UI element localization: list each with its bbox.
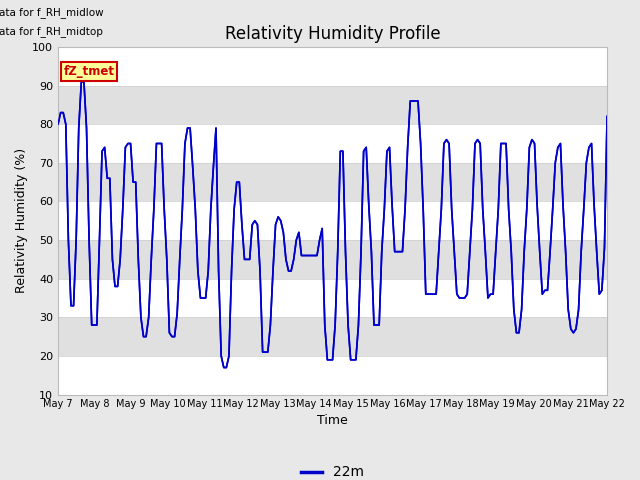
- Bar: [58, 356, 607, 395]
- Bar: [58, 202, 607, 240]
- Text: fZ_tmet: fZ_tmet: [63, 65, 115, 78]
- Text: No data for f_RH_midlow: No data for f_RH_midlow: [0, 7, 104, 18]
- Text: No data for f_RH_midtop: No data for f_RH_midtop: [0, 26, 102, 37]
- Bar: [58, 163, 607, 202]
- Y-axis label: Relativity Humidity (%): Relativity Humidity (%): [15, 148, 28, 293]
- Bar: [58, 317, 607, 356]
- Bar: [58, 279, 607, 317]
- Bar: [58, 47, 607, 85]
- X-axis label: Time: Time: [317, 414, 348, 427]
- Bar: [58, 124, 607, 163]
- Bar: [58, 240, 607, 279]
- Title: Relativity Humidity Profile: Relativity Humidity Profile: [225, 24, 440, 43]
- Legend: 22m: 22m: [296, 460, 369, 480]
- Bar: [58, 85, 607, 124]
